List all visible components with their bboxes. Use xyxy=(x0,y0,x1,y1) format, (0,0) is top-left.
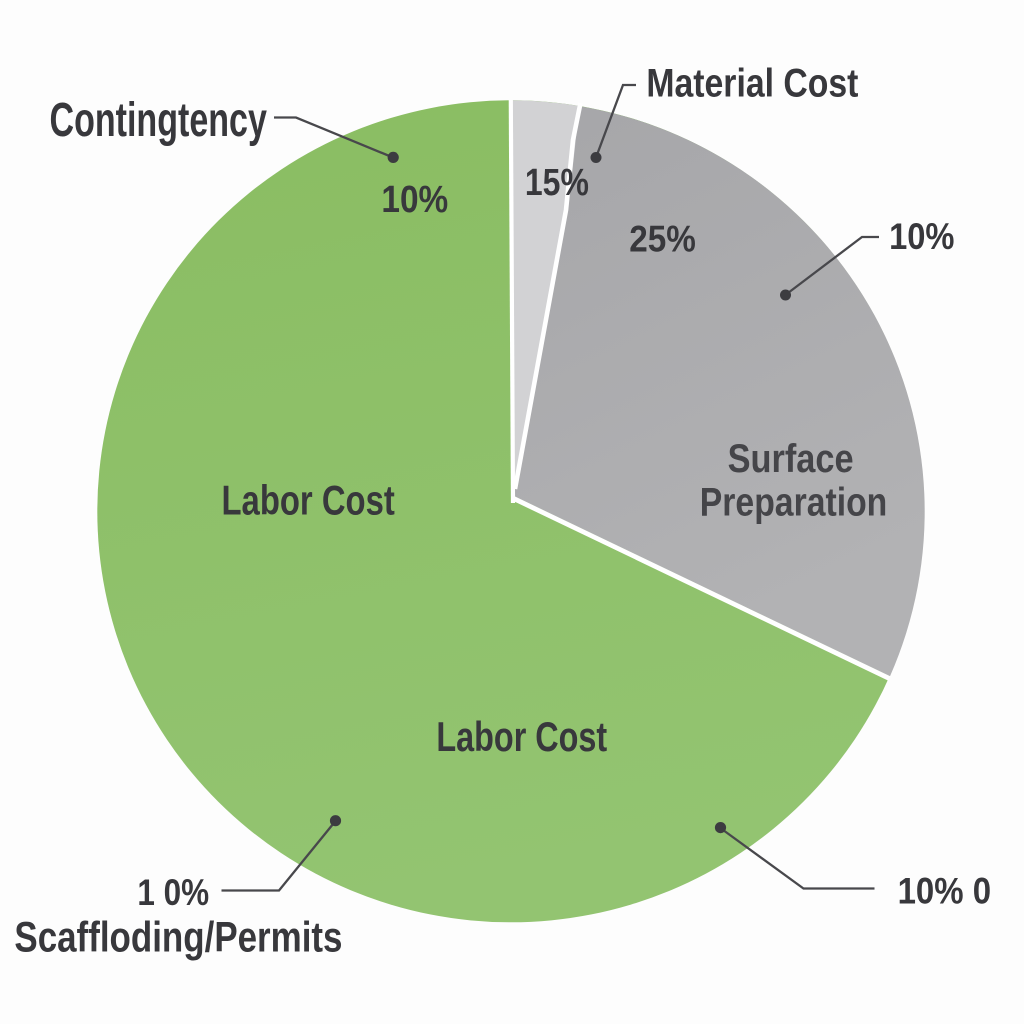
svg-text:1 0%: 1 0% xyxy=(137,872,209,913)
svg-text:25%: 25% xyxy=(629,219,696,260)
svg-text:Scaffloding/Permits: Scaffloding/Permits xyxy=(14,914,342,962)
svg-text:Surface: Surface xyxy=(728,437,854,481)
svg-text:10%: 10% xyxy=(889,216,954,257)
svg-text:10% 0: 10% 0 xyxy=(898,869,992,911)
svg-text:Contingtency: Contingtency xyxy=(50,94,268,147)
svg-text:10%: 10% xyxy=(381,179,448,221)
svg-text:Labor Cost: Labor Cost xyxy=(222,477,395,524)
svg-text:Labor Cost: Labor Cost xyxy=(436,713,607,760)
svg-text:Preparation: Preparation xyxy=(700,481,888,525)
svg-text:Material Cost: Material Cost xyxy=(646,62,858,106)
svg-text:15%: 15% xyxy=(525,162,589,204)
